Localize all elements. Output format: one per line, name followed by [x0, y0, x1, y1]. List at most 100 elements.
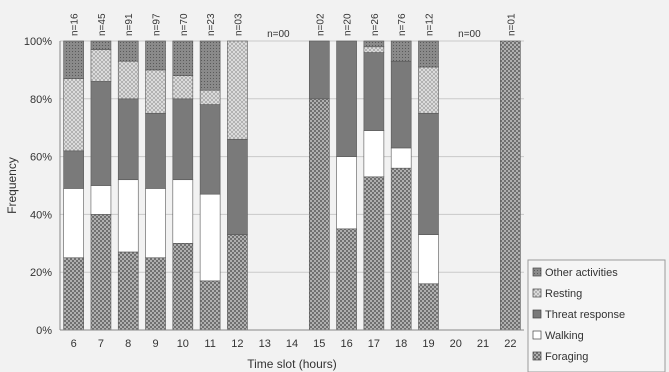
y-tick-label: 0% [36, 325, 52, 337]
sample-size-label: n=97 [152, 13, 163, 36]
bar-segment-foraging-18 [390, 167, 412, 331]
legend-swatch-foraging [532, 351, 542, 361]
bar-segment-threat-response-18 [390, 60, 412, 149]
bar-segment-foraging-7 [90, 214, 112, 331]
sample-size-label: n=45 [97, 13, 108, 36]
y-tick-label: 40% [30, 209, 52, 221]
bar-segment-threat-response-17 [363, 52, 385, 131]
bar-segment-resting-8 [117, 60, 139, 100]
bar-segment-other-activities-8 [117, 40, 139, 62]
x-tick-label: 22 [504, 338, 516, 350]
sample-size-label: n=12 [424, 13, 435, 36]
bar-segment-other-activities-9 [145, 40, 166, 71]
sample-size-label: n=01 [506, 13, 517, 36]
bar-segment-foraging-10 [172, 243, 194, 331]
y-tick-label: 100% [24, 36, 52, 48]
x-tick-label: 20 [450, 338, 462, 350]
x-tick-label: 17 [368, 338, 380, 350]
bar-segment-other-activities-10 [172, 40, 194, 76]
sample-size-label: n=70 [179, 13, 190, 36]
x-tick-label: 14 [286, 338, 298, 350]
bar-segment-threat-response-19 [418, 112, 439, 235]
legend-label-walking: Walking [545, 330, 584, 342]
x-tick-label: 11 [204, 338, 215, 350]
sample-size-label: n=20 [343, 13, 354, 36]
bar-segment-foraging-8 [117, 251, 139, 331]
sample-size-label: n=03 [233, 13, 244, 36]
bar-segment-threat-response-6 [63, 150, 84, 189]
y-tick-label: 60% [30, 152, 52, 164]
bar-segment-other-activities-6 [63, 40, 84, 79]
bar-segment-walking-18 [390, 147, 412, 169]
x-tick-label: 12 [231, 338, 243, 350]
legend-box [527, 259, 666, 372]
bar-segment-foraging-11 [199, 280, 221, 331]
sample-size-label: n=00 [267, 29, 290, 40]
bar-segment-threat-response-9 [145, 112, 166, 189]
sample-size-label: n=00 [458, 29, 481, 40]
bar-segment-other-activities-18 [390, 40, 412, 62]
x-tick-label: 15 [313, 338, 325, 350]
bar-segment-foraging-16 [336, 228, 357, 331]
bar-segment-foraging-19 [418, 283, 439, 331]
bar-segment-foraging-9 [145, 257, 166, 331]
bar-segment-foraging-6 [63, 257, 84, 331]
sample-size-label: n=23 [206, 13, 217, 36]
bar-segment-other-activities-17 [363, 40, 385, 48]
bar-segment-foraging-17 [363, 176, 385, 331]
bar-segment-resting-11 [199, 89, 221, 105]
bar-segment-other-activities-7 [90, 40, 112, 50]
bar-segment-resting-19 [418, 66, 439, 114]
legend-swatch-other-activities [532, 267, 542, 277]
bar-segment-resting-17 [363, 46, 385, 53]
bar-segment-walking-17 [363, 130, 385, 178]
legend-label-threat-response: Threat response [545, 309, 625, 321]
x-tick-label: 6 [71, 338, 77, 350]
bar-segment-resting-7 [90, 49, 112, 82]
y-axis-title: Frequency [5, 157, 19, 214]
x-tick-label: 19 [422, 338, 434, 350]
bar-segment-foraging-22 [500, 40, 521, 331]
sample-size-label: n=02 [315, 13, 326, 36]
bar-segment-walking-16 [336, 156, 357, 230]
legend-swatch-walking [532, 330, 542, 340]
bar-segment-resting-10 [172, 75, 194, 100]
bar-segment-resting-6 [63, 78, 84, 152]
x-tick-label: 13 [259, 338, 271, 350]
bar-segment-threat-response-10 [172, 98, 194, 181]
bar-segment-resting-9 [145, 69, 166, 114]
y-tick-label: 20% [30, 267, 52, 279]
legend-swatch-resting [532, 288, 542, 298]
bar-segment-threat-response-7 [90, 81, 112, 186]
bar-segment-foraging-12 [227, 234, 248, 331]
sample-size-label: n=26 [370, 13, 381, 36]
bar-segment-walking-6 [63, 188, 84, 259]
bar-segment-resting-12 [227, 40, 248, 140]
x-tick-label: 18 [395, 338, 407, 350]
bar-segment-threat-response-16 [336, 40, 357, 157]
x-tick-label: 16 [340, 338, 352, 350]
bar-segment-threat-response-15 [308, 40, 330, 100]
sample-size-label: n=16 [70, 13, 81, 36]
bar-segment-threat-response-11 [199, 104, 221, 195]
bar-segment-walking-8 [117, 179, 139, 253]
bar-segment-walking-7 [90, 185, 112, 215]
bar-segment-walking-19 [418, 234, 439, 285]
x-tick-label: 7 [98, 338, 104, 350]
legend-label-foraging: Foraging [545, 351, 588, 363]
x-tick-label: 10 [177, 338, 189, 350]
legend-label-other-activities: Other activities [545, 267, 618, 279]
bar-segment-walking-11 [199, 193, 221, 282]
legend-label-resting: Resting [545, 288, 582, 300]
x-tick-label: 9 [152, 338, 158, 350]
sample-size-label: n=91 [124, 13, 135, 36]
legend-swatch-threat-response [532, 309, 542, 319]
bar-segment-walking-9 [145, 188, 166, 259]
sample-size-label: n=76 [397, 13, 408, 36]
y-tick-label: 80% [30, 94, 52, 106]
bar-segment-threat-response-12 [227, 138, 248, 235]
bar-segment-other-activities-11 [199, 40, 221, 91]
bar-segment-threat-response-8 [117, 98, 139, 181]
